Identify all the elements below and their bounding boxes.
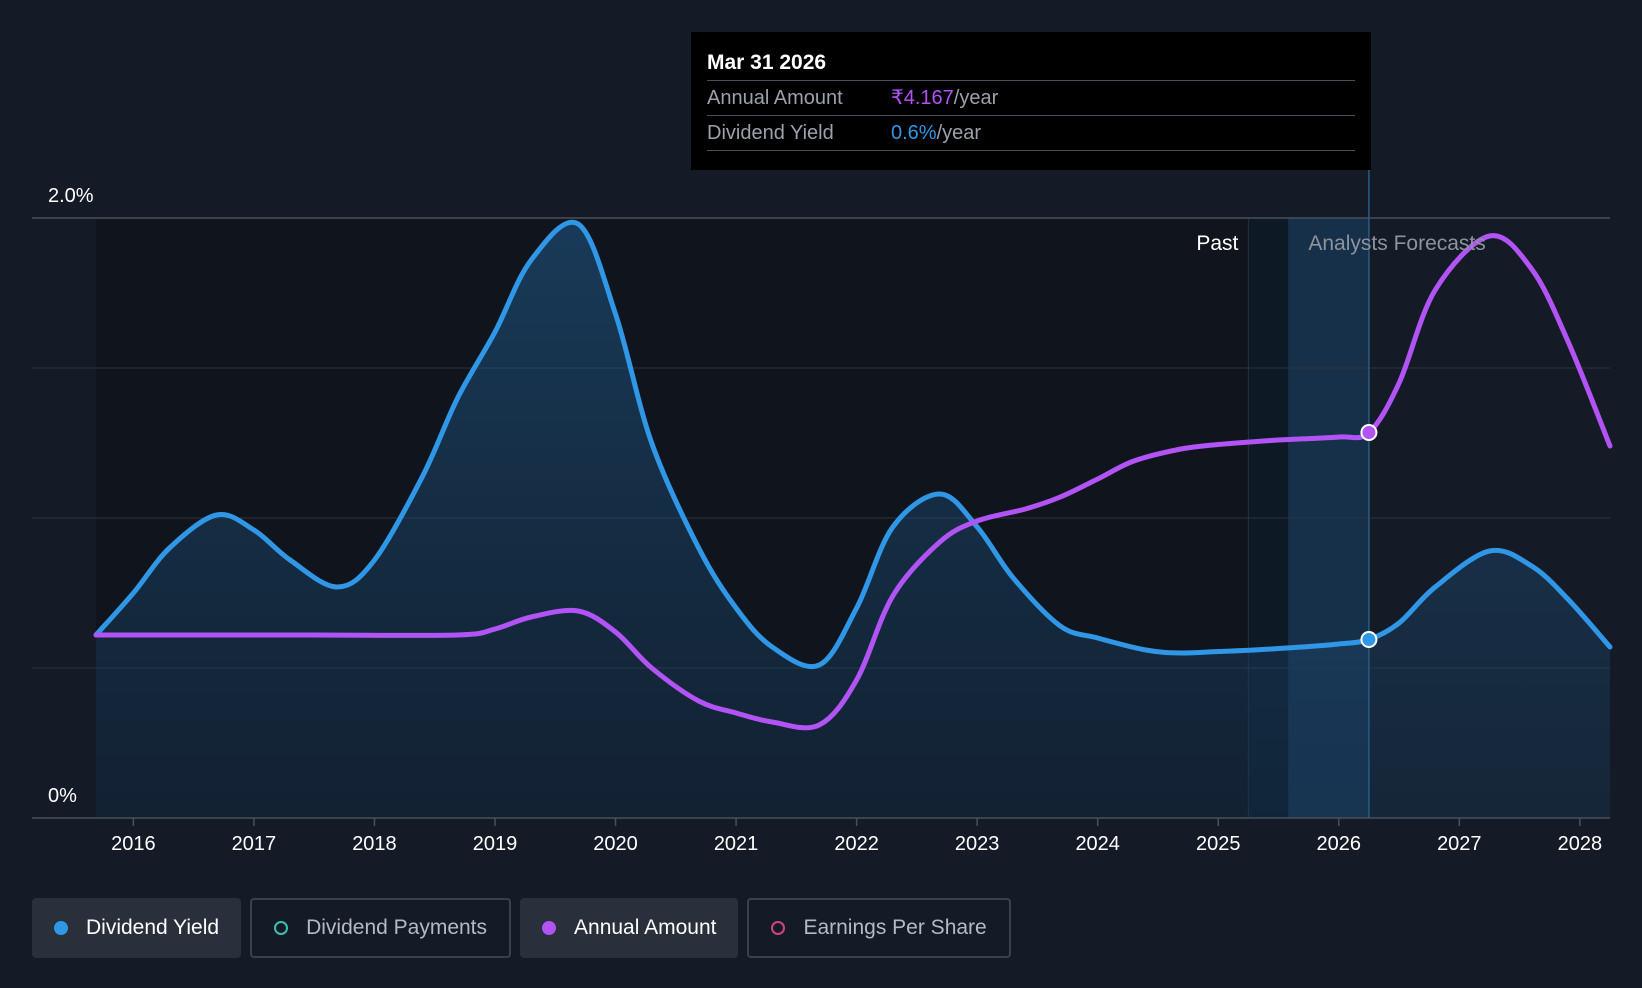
chart-tooltip: Mar 31 2026 Annual Amount ₹4.167 /year D…: [691, 32, 1371, 170]
marker-dividend-yield: [1360, 631, 1378, 648]
tooltip-date: Mar 31 2026: [707, 46, 1355, 81]
tooltip-value: ₹4.167: [891, 87, 954, 109]
legend-earnings-per-share-button[interactable]: Earnings Per Share: [747, 898, 1011, 958]
tooltip-row-dividend-yield: Dividend Yield 0.6% /year: [707, 116, 1355, 151]
x-tick-label: 2018: [352, 833, 397, 855]
legend-dividend-yield-button[interactable]: Dividend Yield: [32, 898, 242, 958]
x-tick-label: 2027: [1437, 833, 1482, 855]
legend-label: Annual Amount: [574, 916, 717, 939]
x-tick-label: 2021: [714, 833, 759, 855]
legend-annual-amount-button[interactable]: Annual Amount: [520, 898, 739, 958]
legend-dividend-payments-button[interactable]: Dividend Payments: [250, 898, 512, 958]
legend-label: Earnings Per Share: [803, 916, 987, 939]
x-tick-label: 2017: [232, 833, 277, 855]
annual-amount-line: [93, 233, 1613, 731]
legend-label: Dividend Payments: [306, 916, 488, 939]
x-tick-label: 2025: [1196, 833, 1241, 855]
tooltip-row-annual-amount: Annual Amount ₹4.167 /year: [707, 81, 1355, 116]
legend-dot-icon: [771, 921, 786, 935]
y-label-top: 2.0%: [48, 185, 94, 207]
tooltip-label: Annual Amount: [707, 87, 843, 109]
tooltip-value: 0.6%: [891, 122, 937, 144]
tooltip-unit: /year: [953, 87, 999, 109]
past-label: Past: [1196, 232, 1238, 255]
y-label-bottom: 0%: [48, 785, 77, 807]
tooltip-unit: /year: [936, 122, 982, 144]
x-tick-label: 2020: [593, 833, 638, 855]
x-tick-label: 2016: [111, 833, 156, 855]
forecast-label: Analysts Forecasts: [1308, 232, 1485, 255]
chart-legend: Dividend Yield Dividend Payments Annual …: [32, 898, 1011, 958]
tooltip-label: Dividend Yield: [707, 122, 834, 144]
x-tick-label: 2024: [1075, 833, 1120, 855]
dividend-yield-line: [93, 219, 1613, 669]
legend-dot-icon: [54, 921, 68, 935]
legend-dot-icon: [274, 921, 289, 935]
x-tick-label: 2019: [473, 833, 518, 855]
x-tick-label: 2023: [955, 833, 1000, 855]
legend-dot-icon: [542, 921, 557, 935]
x-tick-label: 2022: [834, 833, 879, 855]
legend-label: Dividend Yield: [86, 916, 220, 939]
marker-annual-amount: [1360, 424, 1378, 441]
x-tick-label: 2026: [1317, 833, 1362, 855]
x-tick-label: 2028: [1558, 833, 1603, 855]
